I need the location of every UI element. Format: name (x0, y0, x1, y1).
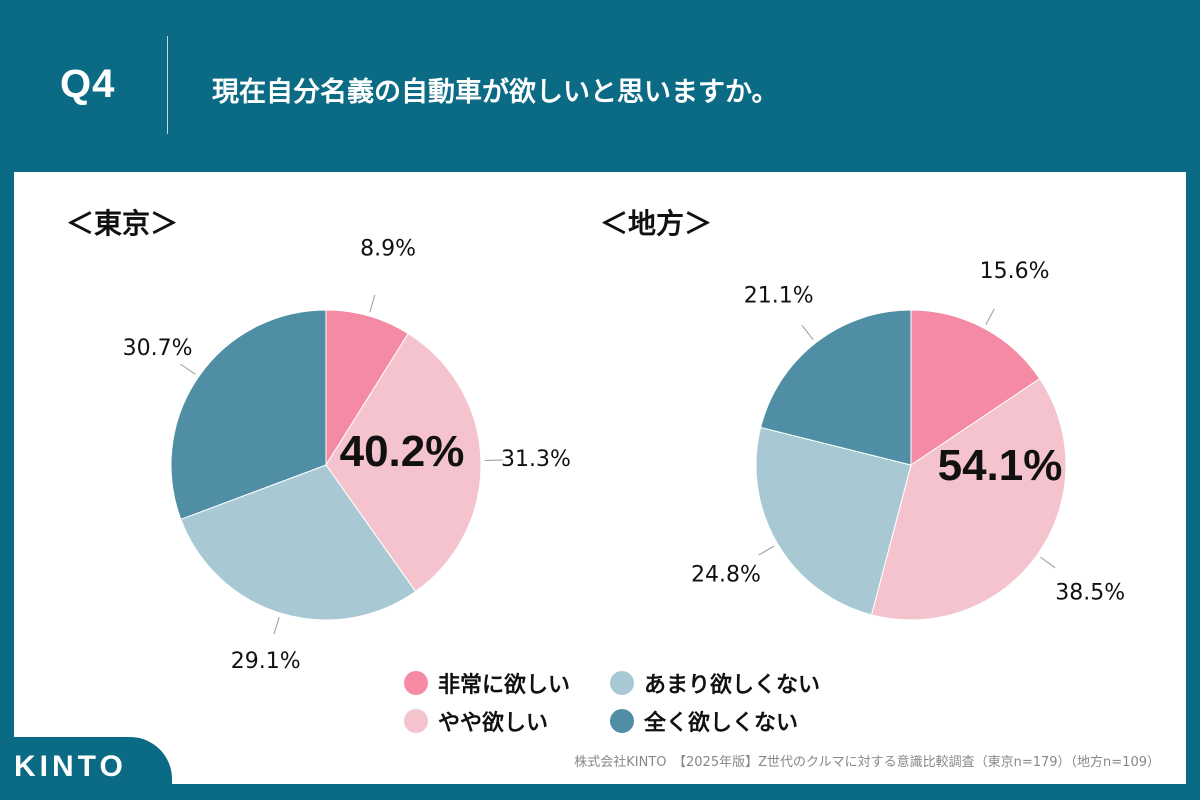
question-title: 現在自分名義の自動車が欲しいと思いますか。 (212, 77, 779, 108)
pie-slice-not-at-all (170, 309, 327, 520)
legend-item-not-much: あまり欲しくない (610, 667, 820, 699)
kinto-logo: KINTO (14, 750, 127, 783)
leader-line (369, 294, 376, 313)
leader-line (484, 459, 503, 462)
value-label-not-at-all: 30.7% (123, 336, 193, 361)
leader-line (758, 545, 775, 556)
pie-slice-somewhat-want (870, 377, 1067, 621)
pie-charts: 8.9% 31.3% 29.1% 30.7% 40.2% 15.6% 38.5% 24.8% 2… (123, 237, 1126, 674)
chart-panel: ＜東京＞ ＜地方＞ 8.9% 31.3% 29.1% 30.7% 40.2% 15.6% 3… (14, 172, 1186, 784)
leader-line (1040, 556, 1056, 569)
value-label-very-want: 8.9% (360, 237, 416, 262)
legend-swatch (404, 709, 428, 733)
legend-label: 非常に欲しい (438, 673, 571, 698)
legend-swatch (610, 709, 634, 733)
source-note: 株式会社KINTO 【2025年版】Z世代のクルマに対する意識比較調査（東京n=… (574, 755, 1160, 770)
legend-label: やや欲しい (438, 711, 549, 736)
leader-line (801, 325, 814, 340)
pie-slice-not-at-all (760, 309, 912, 466)
leader-line (180, 363, 196, 375)
value-label-somewhat-want: 31.3% (501, 447, 571, 472)
header-divider (167, 36, 168, 134)
pie-slice-very-want (325, 309, 409, 467)
tokyo-chart-title: ＜東京＞ (66, 207, 179, 240)
pie-slice-not-much (755, 426, 912, 616)
value-label-not-much: 24.8% (691, 562, 761, 587)
pie-slice-somewhat-want (325, 332, 482, 593)
legend-item-very-want: 非常に欲しい (404, 667, 570, 699)
value-label-very-want: 15.6% (980, 259, 1050, 284)
leader-line (985, 308, 995, 325)
center-total-label: 54.1% (938, 441, 1063, 490)
legend-item-not-at-all: 全く欲しくない (610, 705, 798, 737)
value-label-not-at-all: 21.1% (744, 284, 814, 309)
pie-slice-not-much (180, 464, 417, 621)
question-number: Q4 (60, 62, 116, 106)
legend-label: 全く欲しくない (644, 711, 799, 736)
center-total-label: 40.2% (340, 427, 465, 476)
logo-tab (0, 737, 172, 800)
legend-label: あまり欲しくない (644, 673, 821, 698)
header: Q4 現在自分名義の自動車が欲しいと思いますか。 (0, 0, 1200, 170)
region-chart-title: ＜地方＞ (600, 207, 713, 240)
legend-swatch (404, 671, 428, 695)
value-label-not-much: 29.1% (231, 649, 301, 674)
pie-slice-very-want (910, 309, 1041, 466)
value-label-somewhat-want: 38.5% (1055, 581, 1125, 606)
leader-line (273, 616, 280, 635)
legend-item-somewhat-want: やや欲しい (404, 705, 548, 737)
legend-swatch (610, 671, 634, 695)
